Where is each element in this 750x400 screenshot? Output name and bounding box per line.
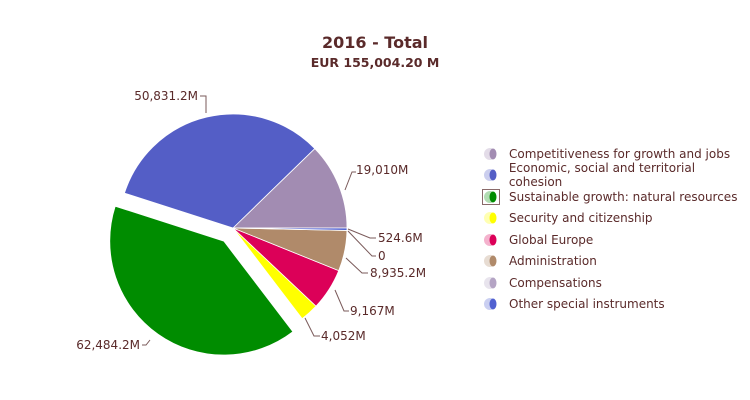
data-label: 62,484.2M [76,338,140,352]
legend-label: Administration [509,254,597,269]
legend: Competitiveness for growth and jobs Econo… [482,143,750,315]
chart-subtitle: EUR 155,004.20 M [310,55,440,70]
data-label: 0 [378,249,386,263]
leader-line [344,171,356,191]
legend-label: Other special instruments [509,297,665,312]
data-label: 8,935.2M [370,266,426,280]
legend-swatch-icon [482,167,500,183]
legend-label: Security and citizenship [509,211,653,226]
leader-line [347,228,376,239]
data-label: 50,831.2M [134,89,198,103]
leader-line [334,289,349,312]
pie-slice-2[interactable] [109,205,294,356]
legend-item[interactable]: Compensations [482,272,750,294]
legend-swatch-icon [482,188,500,205]
leader-line [345,257,368,274]
legend-label: Competitiveness for growth and jobs [509,146,731,161]
legend-swatch-icon [482,296,500,312]
legend-item[interactable]: Sustainable growth: natural resources [482,186,750,208]
legend-item[interactable]: Competitiveness for growth and jobs [482,143,750,165]
legend-item[interactable]: Security and citizenship [482,208,750,230]
legend-swatch-icon [482,253,500,269]
data-label: 19,010M [356,163,408,177]
pie-slice-0[interactable] [232,148,348,229]
legend-swatch-icon [482,146,500,162]
legend-swatch-icon [482,232,500,248]
legend-item[interactable]: Economic, social and territorial cohesio… [482,161,750,189]
legend-label: Sustainable growth: natural resources [509,189,738,204]
leader-line [347,230,376,257]
leader-line [142,339,151,346]
pie-slice-7[interactable] [232,227,348,231]
legend-swatch-icon [482,210,500,226]
data-label: 524.6M [378,231,423,245]
legend-item[interactable]: Other special instruments [482,294,750,316]
legend-label: Compensations [509,275,602,290]
legend-swatch-icon [482,275,500,291]
leader-line [200,95,207,113]
pie-slice-1[interactable] [123,113,316,229]
legend-label: Global Europe [509,232,594,247]
leader-line [304,317,320,337]
legend-item[interactable]: Administration [482,251,750,273]
legend-label: Economic, social and territorial cohesio… [508,161,696,190]
chart-title: 2016 - Total [321,33,429,52]
data-label: 4,052M [321,329,366,343]
legend-item[interactable]: Global Europe [482,229,750,251]
data-label: 9,167M [350,304,395,318]
